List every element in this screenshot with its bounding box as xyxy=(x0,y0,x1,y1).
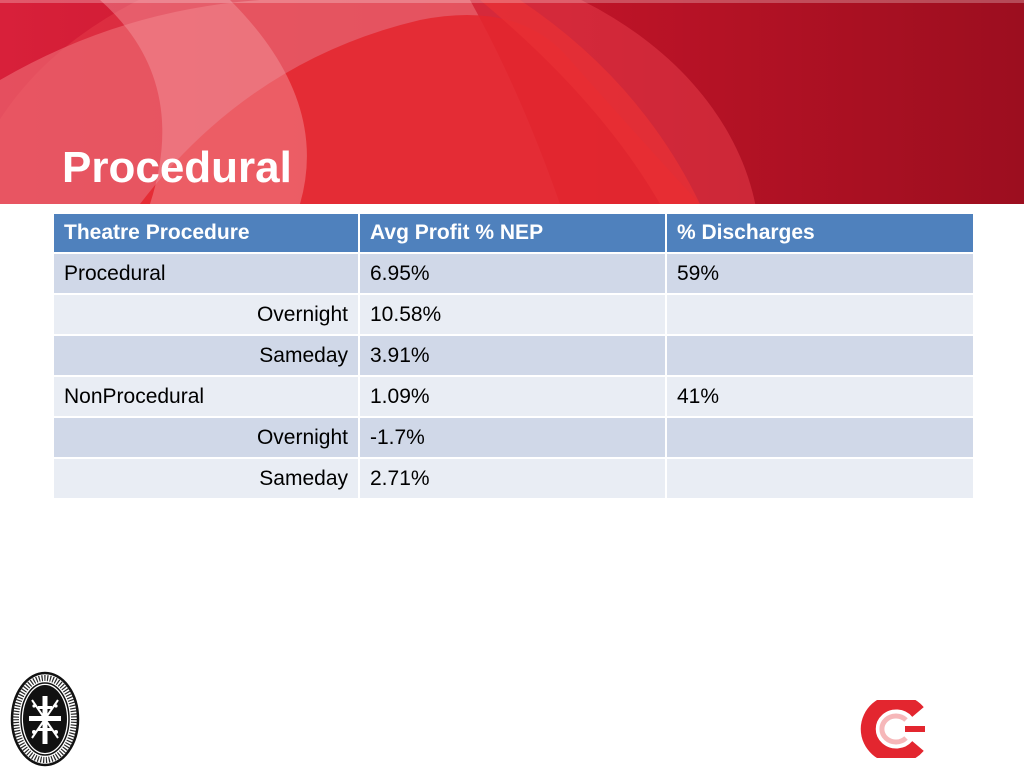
table-header-row: Theatre Procedure Avg Profit % NEP % Dis… xyxy=(52,212,975,254)
hospital-seal-icon xyxy=(10,671,80,767)
cell-discharges xyxy=(665,416,975,459)
header-avg-profit: Avg Profit % NEP xyxy=(358,212,667,254)
cell-discharges xyxy=(665,457,975,500)
cell-procedure: Overnight xyxy=(52,293,360,336)
header-theatre-procedure: Theatre Procedure xyxy=(52,212,360,254)
table-row: Procedural 6.95% 59% xyxy=(52,252,975,295)
table-row: Sameday 2.71% xyxy=(52,457,975,500)
table-row: Overnight 10.58% xyxy=(52,293,975,336)
cell-procedure: NonProcedural xyxy=(52,375,360,418)
cell-procedure: Sameday xyxy=(52,457,360,500)
cell-procedure: Procedural xyxy=(52,252,360,295)
cell-avg-profit: 10.58% xyxy=(358,293,667,336)
cell-avg-profit: 2.71% xyxy=(358,457,667,500)
cell-discharges: 41% xyxy=(665,375,975,418)
red-c-logo-icon xyxy=(860,700,926,758)
slide-title: Procedural xyxy=(62,143,292,192)
cell-avg-profit: 6.95% xyxy=(358,252,667,295)
table-row: NonProcedural 1.09% 41% xyxy=(52,375,975,418)
table-row: Sameday 3.91% xyxy=(52,334,975,377)
cell-avg-profit: 1.09% xyxy=(358,375,667,418)
cell-discharges xyxy=(665,334,975,377)
cell-procedure: Overnight xyxy=(52,416,360,459)
cell-avg-profit: -1.7% xyxy=(358,416,667,459)
table-row: Overnight -1.7% xyxy=(52,416,975,459)
cell-discharges: 59% xyxy=(665,252,975,295)
procedure-table: Theatre Procedure Avg Profit % NEP % Dis… xyxy=(52,212,975,500)
cell-procedure: Sameday xyxy=(52,334,360,377)
header-discharges: % Discharges xyxy=(665,212,975,254)
title-banner: Procedural xyxy=(0,0,1024,204)
banner-background xyxy=(0,0,1024,204)
cell-discharges xyxy=(665,293,975,336)
cell-avg-profit: 3.91% xyxy=(358,334,667,377)
